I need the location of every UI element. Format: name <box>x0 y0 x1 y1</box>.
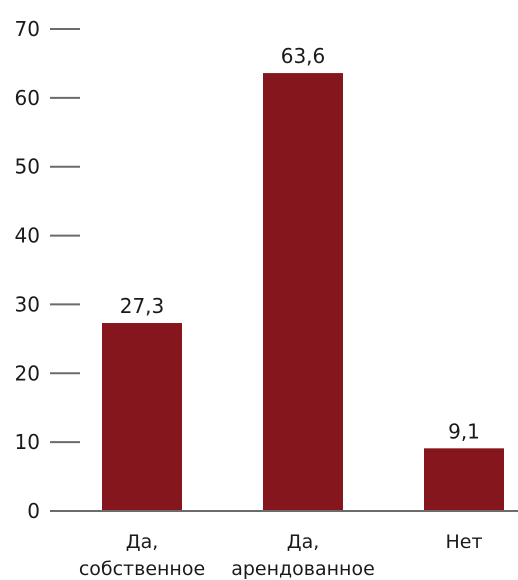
bar <box>102 323 182 511</box>
y-tick-label: 50 <box>15 155 40 179</box>
y-tick-label: 30 <box>15 292 40 316</box>
x-category-label: Нет <box>445 531 482 553</box>
y-tick-label: 70 <box>15 17 40 41</box>
y-tick-label: 40 <box>15 224 40 248</box>
bar <box>424 448 504 511</box>
x-axis: Да, собственное Да, арендованное Нет <box>50 510 518 580</box>
bar <box>263 73 343 511</box>
y-tick-label: 10 <box>15 430 40 454</box>
x-category-label: арендованное <box>231 558 375 580</box>
x-category-label: Да, <box>287 531 320 553</box>
y-tick-label: 60 <box>15 86 40 110</box>
x-category-label: собственное <box>79 558 205 580</box>
bar-value-label: 9,1 <box>448 419 480 443</box>
bar-value-label: 27,3 <box>120 294 165 318</box>
y-tick-label: 20 <box>15 361 40 385</box>
bar-value-label: 63,6 <box>281 44 326 68</box>
bars: 27,3 63,6 9,1 <box>102 44 504 511</box>
y-axis: 0 10 20 30 40 50 60 70 <box>15 17 80 523</box>
x-category-label: Да, <box>126 531 159 553</box>
y-tick-label: 0 <box>27 499 40 523</box>
